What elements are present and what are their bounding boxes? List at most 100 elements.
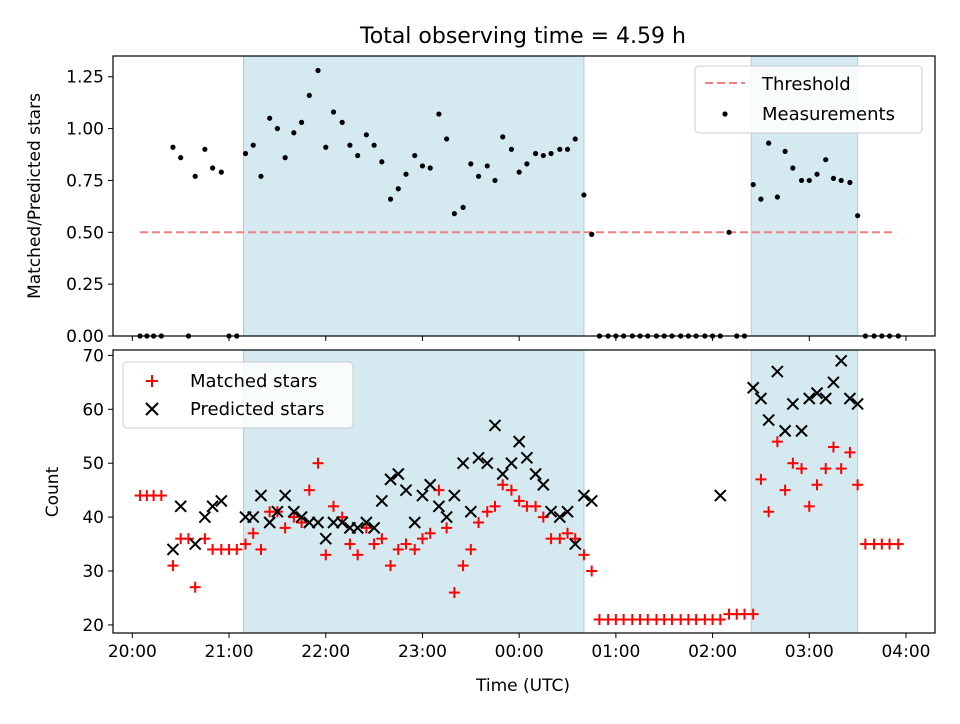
- matched-stars-point: [182, 533, 194, 545]
- y-tick-label: 70: [82, 346, 104, 366]
- top-panel: 0.00 0.25 0.50 0.75 1.00 1.25 Matched/Predict…: [25, 55, 936, 347]
- matched-stars-point: [497, 479, 509, 491]
- predicted-stars-point: [488, 419, 502, 432]
- measurements-point: [202, 146, 208, 152]
- measurements-point: [774, 194, 780, 200]
- predicted-stars-point: [384, 473, 397, 486]
- y-tick-label: 20: [82, 616, 104, 636]
- measurements-point: [540, 152, 546, 159]
- legend-measurements-label: Measurements: [762, 104, 895, 125]
- measurements-point: [814, 171, 820, 177]
- measurements-point: [572, 136, 578, 142]
- measurements-point: [178, 155, 184, 161]
- predicted-stars-point: [819, 392, 832, 405]
- bottom-legend: Matched stars Predicted stars: [122, 361, 354, 429]
- y-tick-label: 1.00: [66, 120, 104, 140]
- matched-stars-point: [755, 473, 767, 485]
- predicted-stars-point: [762, 413, 775, 427]
- measurements-point: [403, 171, 409, 177]
- measurements-point: [589, 231, 595, 237]
- predicted-stars-point: [512, 435, 526, 448]
- matched-stars-point: [763, 506, 775, 518]
- predicted-stars-point: [786, 397, 800, 411]
- measurements-point: [298, 119, 305, 125]
- predicted-stars-point: [263, 516, 276, 529]
- predicted-stars-point: [569, 537, 582, 551]
- measurements-point: [436, 111, 442, 117]
- predicted-stars-point: [278, 489, 292, 502]
- matched-stars-point: [416, 533, 428, 545]
- predicted-stars-point: [714, 489, 727, 502]
- predicted-stars-point: [247, 510, 260, 524]
- top-panel-ylabel: Matched/Predicted stars: [25, 93, 45, 299]
- predicted-stars-point: [206, 500, 219, 513]
- chart-title: Total observing time = 4.59 h: [359, 24, 686, 49]
- matched-stars-point: [465, 543, 477, 555]
- measurements-point: [806, 177, 812, 184]
- matched-stars-point: [255, 543, 267, 555]
- matched-stars-point: [296, 516, 308, 528]
- matched-stars-point: [473, 516, 485, 528]
- predicted-stars-point: [254, 489, 268, 502]
- measurements-point: [379, 159, 385, 165]
- measurements-point: [782, 148, 788, 155]
- matched-stars-point: [457, 560, 469, 572]
- measurements-point: [460, 204, 466, 211]
- measurements-point: [790, 165, 796, 171]
- matched-stars-point: [199, 533, 211, 545]
- predicted-stars-point: [827, 376, 840, 389]
- matched-stars-point: [376, 533, 388, 545]
- measurements-point: [218, 169, 224, 175]
- measurements-point: [291, 130, 297, 136]
- x-tick-label: 04:00: [881, 642, 930, 662]
- predicted-stars-point: [408, 516, 421, 529]
- y-tick-label: 0.50: [66, 223, 104, 243]
- measurements-point: [581, 192, 587, 198]
- predicted-stars-point: [375, 494, 389, 508]
- measurements-point: [823, 157, 829, 163]
- predicted-stars-point: [295, 510, 308, 524]
- matched-stars-point: [303, 484, 315, 496]
- matched-stars-point: [448, 587, 460, 599]
- bottom-panel: 20:00 21:00 22:00 23:00 00:00 01:00 02:00 03:00…: [43, 346, 936, 696]
- predicted-stars-point: [778, 424, 792, 438]
- y-tick-label: 60: [82, 400, 104, 420]
- y-tick-label: 50: [82, 454, 104, 474]
- predicted-stars-point: [456, 456, 470, 470]
- measurements-point: [355, 152, 361, 159]
- matched-stars-point: [392, 543, 404, 555]
- matched-stars-point: [771, 436, 783, 448]
- predicted-stars-point: [537, 478, 550, 491]
- predicted-stars-point: [440, 510, 453, 524]
- predicted-stars-point: [746, 381, 760, 394]
- predicted-stars-point: [166, 543, 180, 556]
- measurements-point: [798, 177, 805, 184]
- predicted-stars-point: [335, 516, 349, 529]
- measurements-point: [347, 142, 353, 148]
- x-tick-label: 03:00: [785, 642, 834, 662]
- measurements-point: [267, 115, 273, 121]
- measurements-point: [444, 136, 450, 142]
- matched-stars-point: [441, 522, 453, 534]
- predicted-stars-point: [553, 510, 566, 524]
- bottom-panel-ylabel: Count: [43, 466, 63, 517]
- measurements-point: [363, 132, 369, 138]
- predicted-stars-point: [188, 537, 202, 551]
- predicted-stars-point: [399, 483, 413, 497]
- x-tick-label: 00:00: [495, 642, 544, 662]
- measurements-point: [170, 144, 176, 150]
- matched-stars-point: [320, 549, 332, 561]
- legend-predicted-label: Predicted stars: [190, 399, 324, 420]
- predicted-stars-point: [561, 505, 574, 518]
- measurements-point: [315, 67, 321, 74]
- measurements-point: [395, 186, 401, 192]
- measurements-point: [758, 196, 764, 202]
- matched-stars-point: [344, 538, 356, 550]
- predicted-stars-point: [472, 451, 485, 465]
- shaded-interval-1: [243, 55, 585, 337]
- measurements-point: [258, 173, 264, 179]
- matched-stars-point: [239, 538, 251, 550]
- predicted-stars-point: [271, 505, 284, 518]
- matched-stars-point: [796, 463, 808, 475]
- y-tick-label: 0.75: [66, 171, 104, 191]
